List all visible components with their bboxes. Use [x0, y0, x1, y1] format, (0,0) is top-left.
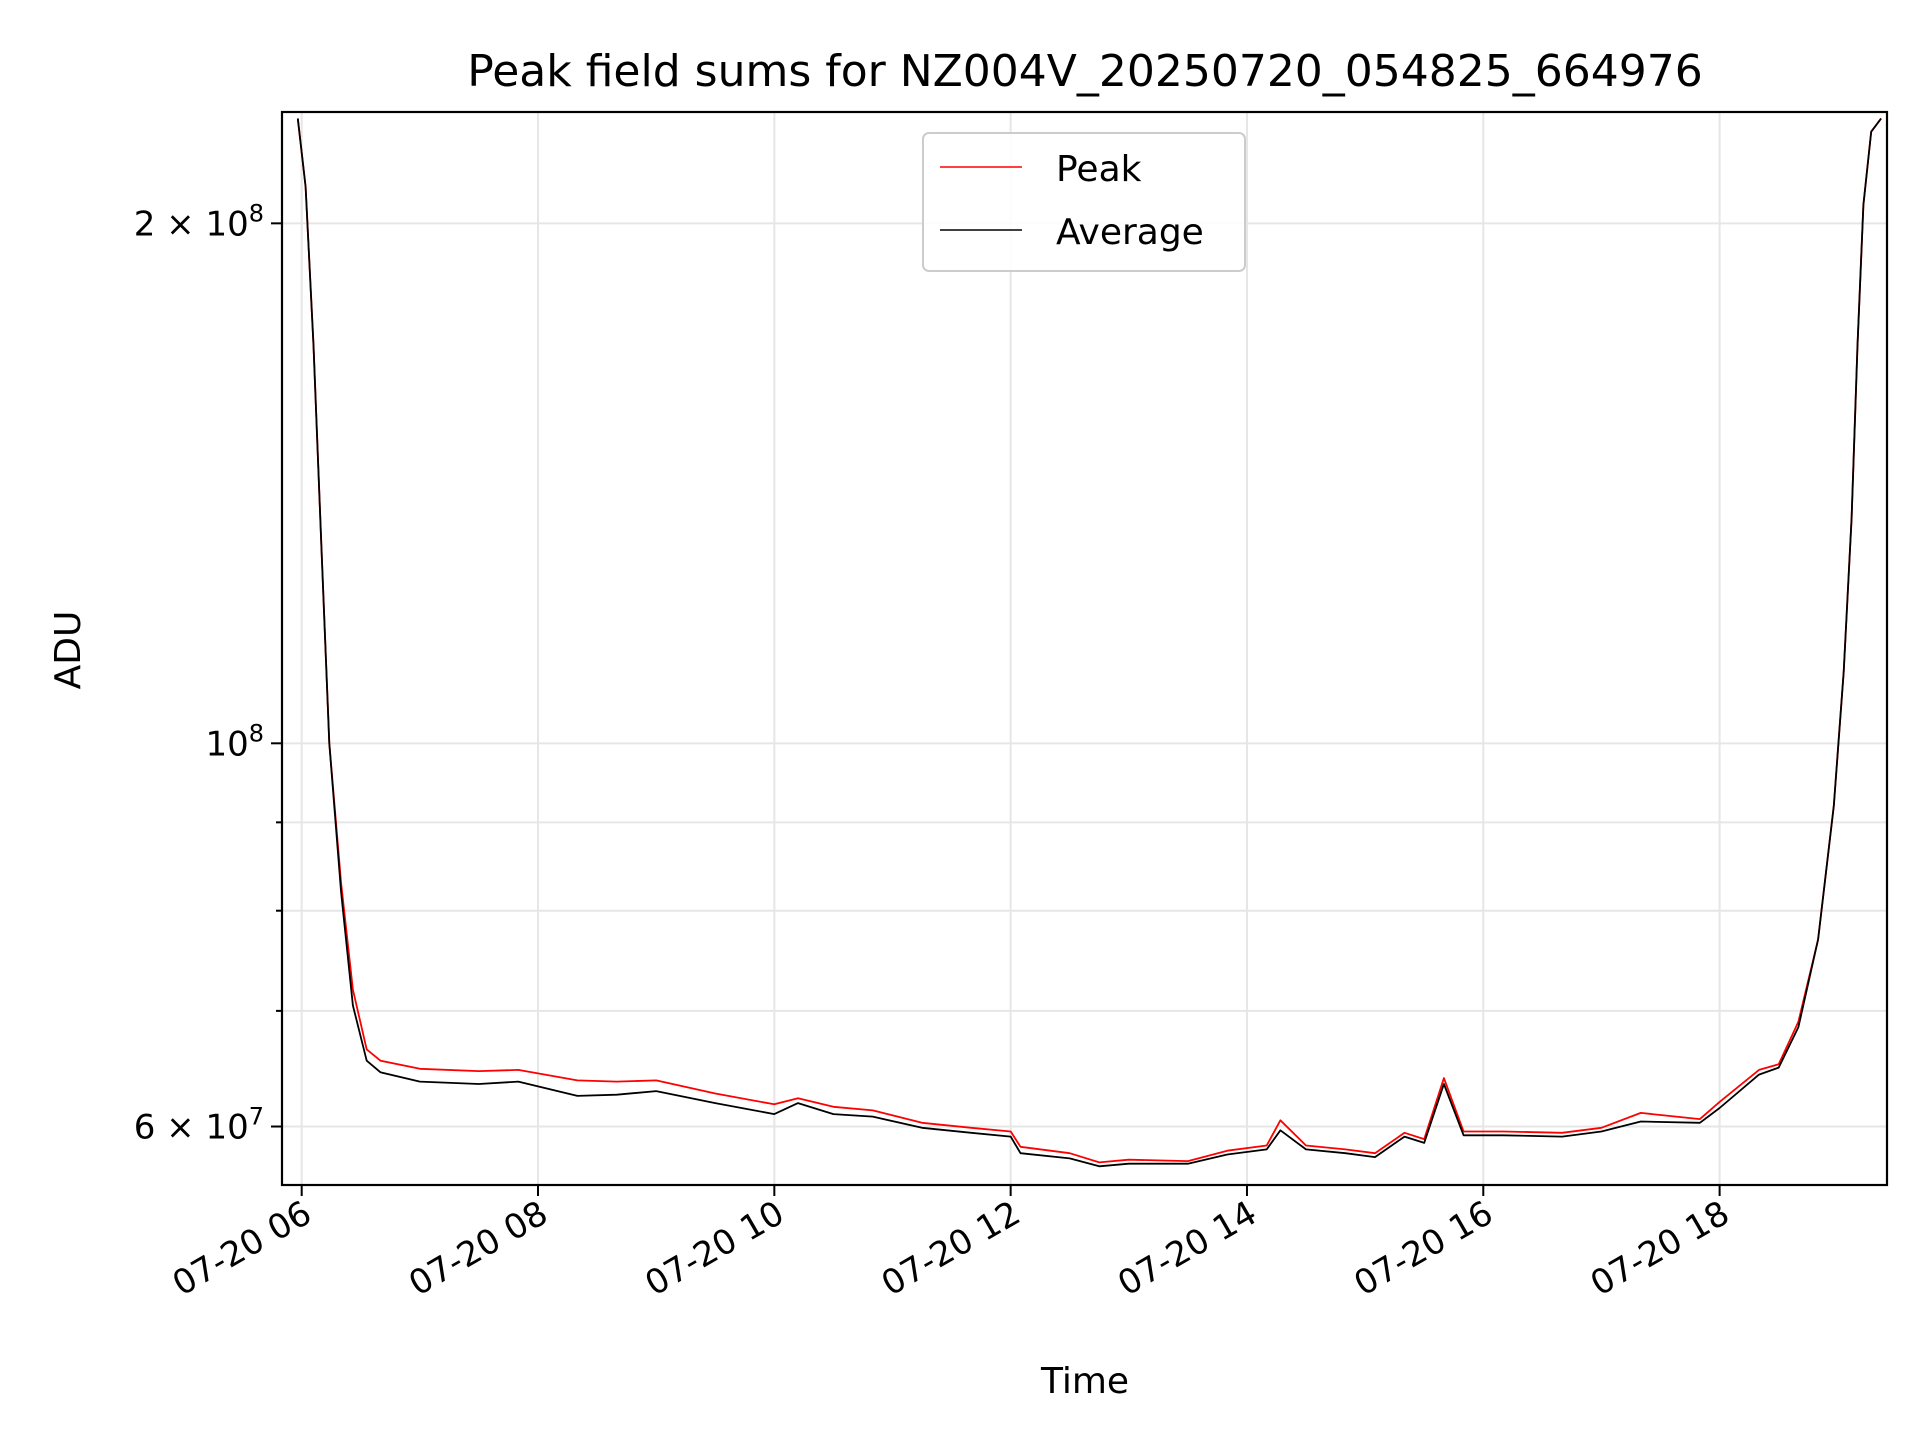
y-axis-title: ADU [48, 611, 89, 690]
legend: Peak Average [922, 132, 1246, 272]
grid [282, 112, 1887, 1185]
y-tick-label: 6 × 107 [134, 1103, 264, 1148]
chart-title: Peak field sums for NZ004V_20250720_0548… [467, 46, 1702, 97]
legend-label-peak: Peak [1056, 149, 1142, 190]
plot-frame [280, 110, 1889, 1187]
y-tick-label: 2 × 108 [134, 199, 264, 244]
legend-label-average: Average [1056, 212, 1204, 253]
x-axis-title: Time [1040, 1361, 1129, 1402]
series-layer [296, 117, 1882, 1168]
